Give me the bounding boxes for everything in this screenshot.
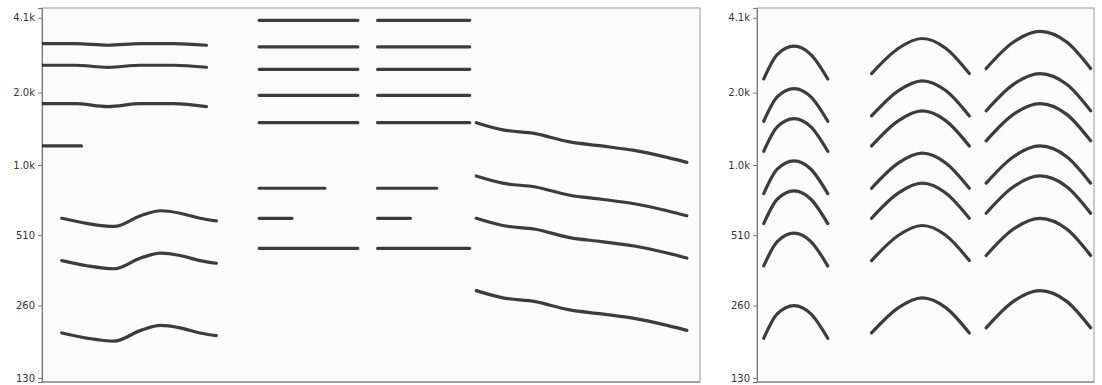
harmonic-line — [764, 176, 1091, 224]
y-tick-label: 130 — [731, 373, 750, 384]
y-tick: 130 — [731, 373, 757, 384]
x-axis-line — [757, 382, 1094, 383]
y-tick-label: 260 — [16, 300, 35, 311]
y-tick-mark — [38, 18, 42, 19]
y-tick-mark — [753, 378, 757, 379]
harmonic-line — [476, 291, 687, 331]
y-tick: 260 — [16, 300, 42, 311]
harmonic-line — [259, 187, 437, 190]
y-tick: 130 — [16, 373, 42, 384]
harmonic-line — [42, 65, 207, 67]
y-tick: 4.1k — [13, 12, 42, 23]
y-tick: 510 — [731, 230, 757, 241]
y-tick-label: 510 — [731, 230, 750, 241]
harmonic-line — [764, 104, 1091, 152]
plot-frame — [757, 8, 1094, 382]
harmonic-line — [764, 31, 1091, 79]
y-tick-label: 130 — [16, 373, 35, 384]
harmonic-line — [259, 19, 470, 22]
y-axis: 4.1k 2.0k 1.0k 510 260 130 — [728, 9, 757, 384]
harmonic-line — [764, 146, 1091, 194]
y-tick-mark — [753, 165, 757, 166]
series-group — [42, 20, 687, 341]
y-tick-mark — [38, 93, 42, 94]
figure: 4.1k 2.0k 1.0k 510 260 130 4.1k 2.0k 1.0k 510 260 1… — [0, 0, 1102, 385]
harmonic-line — [62, 211, 217, 227]
harmonic-line — [476, 123, 687, 163]
y-tick-label: 2.0k — [728, 87, 750, 98]
harmonic-line — [42, 144, 81, 147]
y-tick-mark — [753, 93, 757, 94]
harmonic-line — [764, 74, 1091, 122]
y-tick-mark — [38, 306, 42, 307]
y-tick-label: 4.1k — [13, 12, 35, 23]
y-tick-label: 510 — [16, 230, 35, 241]
harmonic-line — [42, 44, 207, 46]
harmonic-line — [259, 68, 470, 71]
harmonic-line — [62, 325, 217, 341]
y-tick-label: 4.1k — [728, 12, 750, 23]
y-tick-mark — [38, 235, 42, 236]
panel: 4.1k 2.0k 1.0k 510 260 130 — [728, 8, 1094, 384]
harmonic-line — [764, 291, 1091, 339]
panel: 4.1k 2.0k 1.0k 510 260 130 — [13, 8, 700, 384]
harmonic-line — [259, 247, 470, 250]
y-tick-mark — [753, 306, 757, 307]
harmonic-line — [259, 121, 470, 124]
y-axis: 4.1k 2.0k 1.0k 510 260 130 — [13, 9, 42, 384]
harmonic-line — [42, 104, 207, 107]
y-tick-label: 260 — [731, 300, 750, 311]
y-tick: 1.0k — [13, 160, 42, 171]
series-group — [764, 31, 1091, 338]
harmonic-line — [62, 253, 217, 269]
x-axis-line — [42, 382, 700, 383]
y-tick-mark — [38, 165, 42, 166]
plot-frame — [42, 8, 700, 382]
y-tick-mark — [753, 18, 757, 19]
harmonic-line — [259, 94, 470, 97]
y-tick: 260 — [731, 300, 757, 311]
y-tick: 4.1k — [728, 12, 757, 23]
y-tick-label: 2.0k — [13, 87, 35, 98]
harmonic-line — [476, 176, 687, 216]
y-axis-line — [753, 9, 758, 383]
harmonic-line — [476, 218, 687, 258]
harmonic-line — [259, 217, 410, 220]
y-tick: 1.0k — [728, 160, 757, 171]
y-tick: 2.0k — [13, 87, 42, 98]
y-axis-line — [38, 9, 43, 383]
y-tick-mark — [38, 378, 42, 379]
y-tick: 510 — [16, 230, 42, 241]
harmonic-line — [259, 45, 470, 48]
y-tick: 2.0k — [728, 87, 757, 98]
y-tick-label: 1.0k — [728, 160, 750, 171]
harmonic-line — [764, 218, 1091, 266]
y-tick-mark — [753, 235, 757, 236]
y-tick-label: 1.0k — [13, 160, 35, 171]
